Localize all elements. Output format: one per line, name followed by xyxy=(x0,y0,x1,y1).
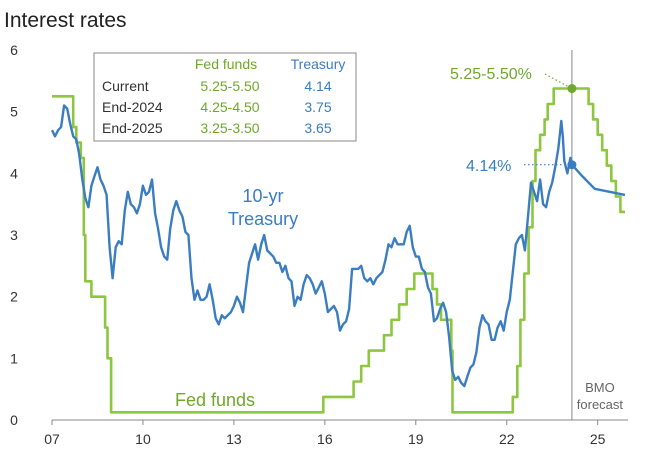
y-tick-label: 6 xyxy=(10,42,18,58)
series-label-treasury-line1: 10-yr xyxy=(242,186,283,206)
fed-funds-current-label: 5.25-5.50% xyxy=(450,66,532,83)
table-cell-end-2024-fed-funds: 4.25-4.50 xyxy=(200,99,259,115)
x-axis-ticks: 07 10 13 16 19 22 25 xyxy=(44,420,606,447)
table-row-label-current: Current xyxy=(102,78,149,94)
y-tick-label: 5 xyxy=(10,104,18,120)
x-tick-label: 25 xyxy=(590,431,606,447)
forecast-label-bmo: BMO xyxy=(585,380,615,395)
table-row-label-end-2025: End-2025 xyxy=(102,120,163,136)
y-tick-label: 3 xyxy=(10,227,18,243)
y-tick-label: 1 xyxy=(10,350,18,366)
treasury-current-label: 4.14% xyxy=(466,158,511,175)
forecast-label-forecast: forecast xyxy=(577,397,624,412)
summary-table-border xyxy=(93,52,357,142)
series-label-fed-funds: Fed funds xyxy=(175,390,255,410)
chart-title: Interest rates xyxy=(4,9,127,32)
table-row-label-end-2024: End-2024 xyxy=(102,99,163,115)
x-tick-label: 16 xyxy=(317,431,333,447)
fed-funds-annotation-leader xyxy=(544,73,573,90)
table-cell-end-2025-fed-funds: 3.25-3.50 xyxy=(200,120,259,136)
x-tick-label: 13 xyxy=(226,431,242,447)
y-tick-label: 0 xyxy=(10,412,18,428)
y-axis-ticks: 0 1 2 3 4 5 6 xyxy=(10,42,18,428)
x-tick-label: 19 xyxy=(408,431,424,447)
treasury-current-marker xyxy=(567,160,577,170)
table-cell-current-treasury: 4.14 xyxy=(304,78,331,94)
summary-table: Fed funds Treasury Current 5.25-5.50 4.1… xyxy=(93,52,357,142)
y-tick-label: 2 xyxy=(10,289,18,305)
table-header-fed-funds: Fed funds xyxy=(195,56,257,72)
table-cell-current-fed-funds: 5.25-5.50 xyxy=(200,78,259,94)
table-cell-end-2024-treasury: 3.75 xyxy=(304,99,331,115)
table-cell-end-2025-treasury: 3.65 xyxy=(304,120,331,136)
y-tick-label: 4 xyxy=(10,165,18,181)
fed-funds-current-marker xyxy=(567,84,577,94)
series-label-treasury-line2: Treasury xyxy=(228,209,298,229)
x-tick-label: 22 xyxy=(499,431,515,447)
series-line-treasury xyxy=(50,104,626,388)
table-header-treasury: Treasury xyxy=(291,56,346,72)
x-tick-label: 10 xyxy=(135,431,151,447)
x-tick-label: 07 xyxy=(44,431,60,447)
